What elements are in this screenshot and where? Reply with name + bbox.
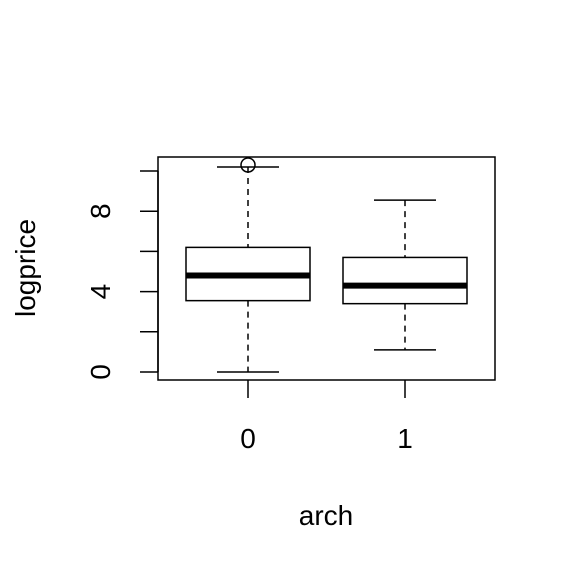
y-axis-label: logprice xyxy=(10,219,41,317)
plot-frame xyxy=(157,156,496,381)
y-tick-label: 8 xyxy=(85,203,116,219)
x-axis-label: arch xyxy=(299,500,353,531)
x-tick-label: 1 xyxy=(397,423,413,454)
outlier-point xyxy=(240,157,256,173)
y-tick-label: 4 xyxy=(85,284,116,300)
y-tick-label: 0 xyxy=(85,364,116,380)
box xyxy=(342,256,468,305)
x-tick-label: 0 xyxy=(240,423,256,454)
